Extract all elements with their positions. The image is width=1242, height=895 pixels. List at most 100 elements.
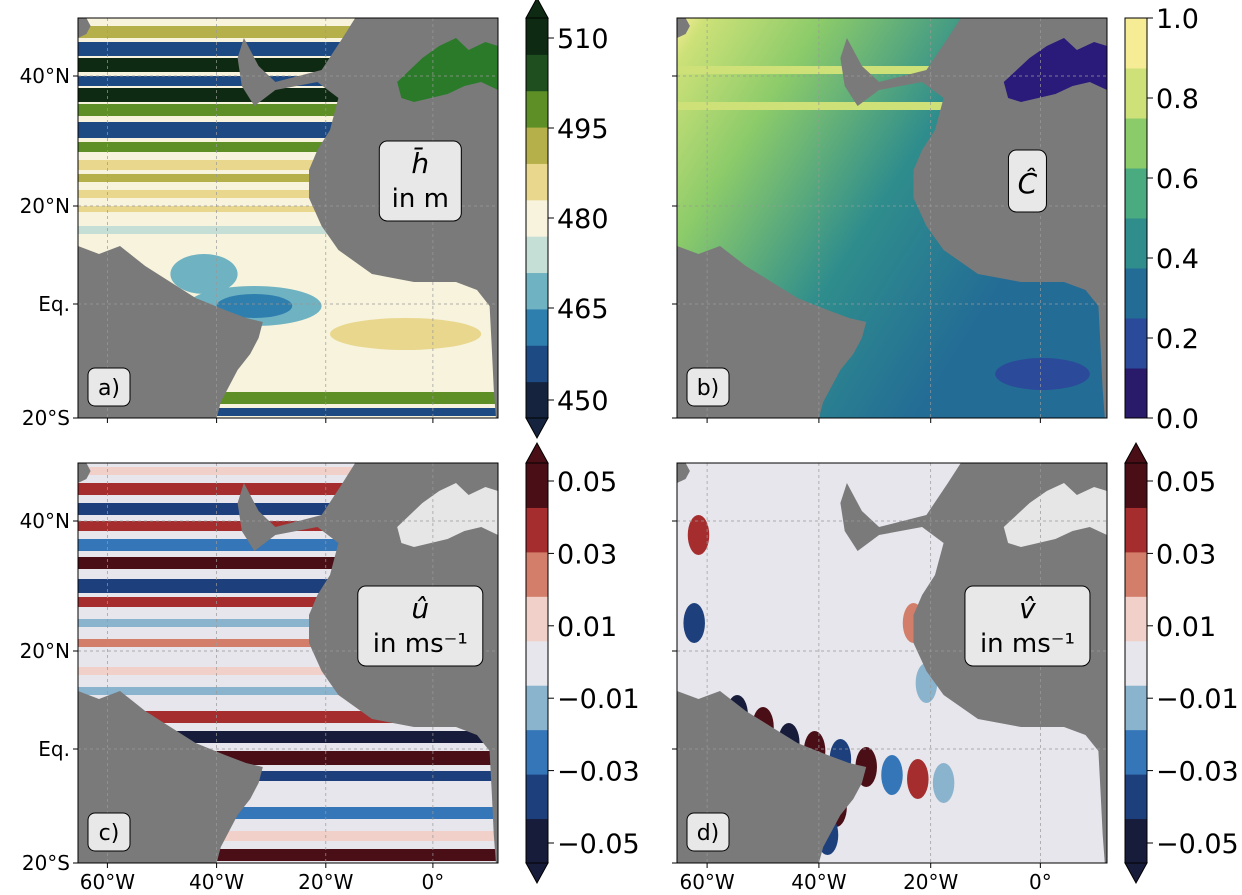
y-tick-label: Eq. xyxy=(38,292,70,316)
x-tick-label: 60°W xyxy=(679,870,734,894)
colorbar-segment-2 xyxy=(526,730,548,775)
colorbar-segment-3 xyxy=(1125,218,1147,269)
annotation-symbol: Ĉ xyxy=(1018,166,1038,200)
colorbar-segment-0 xyxy=(526,382,548,419)
x-tick-label: 0° xyxy=(1029,870,1052,894)
x-tick-label: 0° xyxy=(422,870,445,894)
colorbar-segment-4 xyxy=(526,641,548,686)
annotation-unit: in ms⁻¹ xyxy=(980,629,1075,659)
colorbar-segment-2 xyxy=(526,309,548,346)
y-tick-label: Eq. xyxy=(38,737,70,761)
field-band-1 xyxy=(677,102,978,110)
x-tick-label: 20°W xyxy=(903,870,958,894)
colorbar-segment-5 xyxy=(1125,118,1147,169)
colorbar-tick-label: 0.2 xyxy=(1156,324,1199,355)
colorbar-segment-0 xyxy=(1125,819,1147,864)
map-area xyxy=(677,18,1107,418)
colorbar-segment-7 xyxy=(1125,18,1147,69)
colorbar-tick-label: 0.0 xyxy=(1156,404,1199,435)
colorbar-segment-7 xyxy=(526,507,548,552)
colorbar-segment-9 xyxy=(526,54,548,91)
colorbar-segment-4 xyxy=(526,236,548,273)
field-blob-6 xyxy=(881,755,903,795)
colorbar-segment-1 xyxy=(526,774,548,819)
colorbar-segment-8 xyxy=(1125,463,1147,508)
colorbar-segment-2 xyxy=(1125,730,1147,775)
panel-d: 60°W 40°W 20°W 0° d) v̂ in ms⁻¹ 0.05 0.03 0.01 −0.… xyxy=(672,443,1239,894)
colorbar-segment-1 xyxy=(526,345,548,382)
colorbar-segment-7 xyxy=(1125,507,1147,552)
colorbar-segment-0 xyxy=(526,819,548,864)
colorbar-tick-label: 0.05 xyxy=(1156,467,1216,498)
colorbar-tick-label: 480 xyxy=(557,204,609,235)
colorbar-segment-1 xyxy=(1125,774,1147,819)
y-tick-label: 40°N xyxy=(20,509,70,533)
colorbar-segment-6 xyxy=(526,163,548,200)
colorbar-tick-label: 0.8 xyxy=(1156,84,1199,115)
x-tick-label: 40°W xyxy=(189,870,244,894)
y-tick-label: 40°N xyxy=(20,64,70,88)
colorbar-tick-label: 0.05 xyxy=(557,467,617,498)
colorbar-segment-8 xyxy=(526,463,548,508)
annotation-unit: in ms⁻¹ xyxy=(373,629,468,659)
annotation-unit: in m xyxy=(392,184,449,214)
anomaly-east xyxy=(330,318,481,350)
colorbar-segment-3 xyxy=(526,273,548,310)
y-tick-label: 20°N xyxy=(20,639,70,663)
annotation-symbol: û xyxy=(411,592,429,625)
colorbar-segment-5 xyxy=(1125,596,1147,641)
colorbar-tick-label: 495 xyxy=(557,114,609,145)
colorbar-extend-top xyxy=(526,0,548,18)
colorbar-segment-2 xyxy=(1125,268,1147,319)
colorbar-tick-label: −0.05 xyxy=(1156,829,1239,860)
colorbar-segment-7 xyxy=(526,127,548,164)
colorbar-segment-8 xyxy=(526,91,548,128)
x-tick-label: 60°W xyxy=(80,870,135,894)
x-tick-label: 40°W xyxy=(791,870,846,894)
panel-label: b) xyxy=(697,376,720,401)
colorbar-segment-3 xyxy=(1125,685,1147,730)
x-tick-label: 20°W xyxy=(298,870,353,894)
colorbar-extend-top xyxy=(526,443,548,463)
colorbar-segment-3 xyxy=(526,685,548,730)
field-blob-8 xyxy=(933,763,955,803)
colorbar-segment-5 xyxy=(526,596,548,641)
panel-label: c) xyxy=(99,821,120,846)
colorbar-segment-4 xyxy=(1125,641,1147,686)
colorbar-segment-5 xyxy=(526,200,548,237)
colorbar-tick-label: 510 xyxy=(557,24,609,55)
colorbar-extend-bottom xyxy=(1125,863,1147,883)
colorbar-tick-label: −0.03 xyxy=(1156,757,1239,788)
colorbar-segment-1 xyxy=(1125,318,1147,369)
anomaly-low xyxy=(995,358,1090,390)
colorbar-tick-label: 1.0 xyxy=(1156,4,1199,35)
colorbar-tick-label: 0.4 xyxy=(1156,244,1199,275)
panel-a: 40°N 20°N Eq. 20°S a) h̄ in m 510 495 480 465 450 xyxy=(20,0,609,438)
y-tick-label: 20°S xyxy=(22,851,70,875)
colorbar-segment-4 xyxy=(1125,168,1147,219)
colorbar-tick-label: −0.03 xyxy=(557,757,640,788)
anomaly-west xyxy=(170,254,237,294)
colorbar-tick-label: 0.01 xyxy=(1156,612,1216,643)
colorbar-segment-6 xyxy=(1125,552,1147,597)
colorbar-extend-bottom xyxy=(526,863,548,883)
panel-label: a) xyxy=(98,376,120,401)
colorbar-tick-label: 0.03 xyxy=(557,539,617,570)
colorbar-tick-label: 0.6 xyxy=(1156,164,1199,195)
colorbar-tick-label: 0.01 xyxy=(557,612,617,643)
colorbar-tick-label: 450 xyxy=(557,386,609,417)
colorbar-segment-0 xyxy=(1125,368,1147,419)
colorbar-segment-10 xyxy=(526,18,548,55)
colorbar-tick-label: −0.05 xyxy=(557,829,640,860)
colorbar-tick-label: 0.03 xyxy=(1156,539,1216,570)
annotation-symbol: h̄ xyxy=(411,146,429,180)
colorbar-tick-label: 465 xyxy=(557,294,609,325)
y-tick-label: 20°N xyxy=(20,194,70,218)
colorbar-segment-6 xyxy=(526,552,548,597)
panel-label: d) xyxy=(697,821,720,846)
panel-b: b) Ĉ 1.0 0.8 0.6 0.4 0.2 0.0 xyxy=(672,4,1199,435)
y-tick-label: 20°S xyxy=(22,406,70,430)
field-blob-12 xyxy=(683,603,705,643)
field-blob-7 xyxy=(907,759,929,799)
